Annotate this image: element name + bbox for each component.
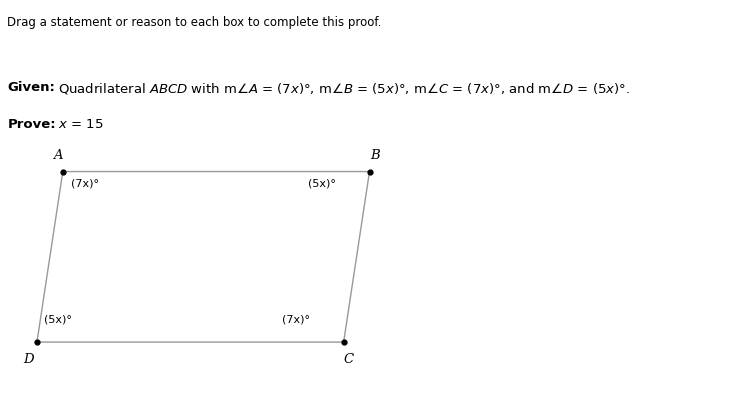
Text: C: C: [344, 352, 354, 365]
Text: B: B: [370, 149, 381, 162]
Text: Prove:: Prove:: [7, 117, 56, 130]
Text: (5x)°: (5x)°: [308, 178, 336, 188]
Text: Given:: Given:: [7, 81, 55, 94]
Text: Quadrilateral $\it{ABCD}$ with m$\angle$$\it{A}$ = (7$\it{x}$)°, m$\angle$$\it{B: Quadrilateral $\it{ABCD}$ with m$\angle$…: [58, 81, 630, 96]
Text: A: A: [52, 149, 63, 162]
Text: $\it{x}$ = 15: $\it{x}$ = 15: [58, 117, 103, 130]
Text: (7x)°: (7x)°: [282, 314, 310, 324]
Text: Drag a statement or reason to each box to complete this proof.: Drag a statement or reason to each box t…: [7, 16, 382, 29]
Text: (5x)°: (5x)°: [44, 314, 72, 324]
Text: D: D: [23, 352, 33, 365]
Text: (7x)°: (7x)°: [71, 178, 99, 188]
